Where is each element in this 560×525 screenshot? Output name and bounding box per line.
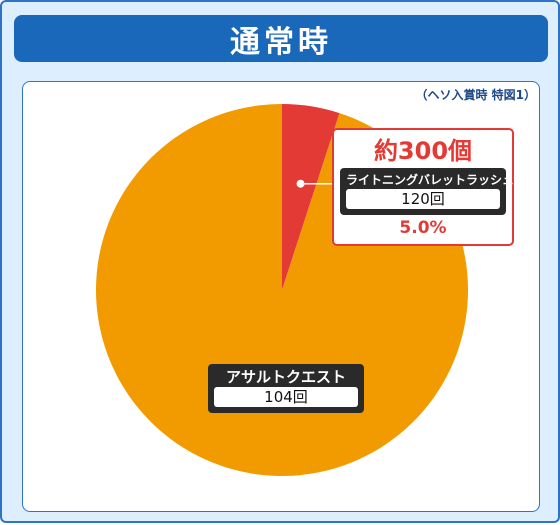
- callout-slice-0: 約300個 ライトニングバレットラッシュ 120回 5.0%: [332, 128, 514, 246]
- slice-1-count-label: 約300個: [236, 333, 336, 361]
- slice-1-games-label: 104回: [214, 387, 358, 407]
- pie-slice-0: [282, 104, 340, 290]
- callout-leader-dot: [296, 179, 305, 188]
- slice-1-percent-label: 95.0%: [256, 416, 316, 436]
- slice-0-count-label: 約300個: [373, 137, 473, 165]
- slice-0-name-box: ライトニングバレットラッシュ 120回: [340, 168, 515, 215]
- slice-0-label: ライトニングバレットラッシュ: [346, 173, 515, 187]
- slice-0-games-label: 120回: [346, 189, 500, 209]
- slice-0-percent-label: 5.0%: [399, 218, 447, 238]
- callout-slice-1: 約300個 アサルトクエスト 104回 95.0%: [202, 332, 370, 439]
- chart-title: 通常時: [230, 24, 332, 60]
- chart-title-bar: 通常時: [14, 15, 548, 62]
- chart-note: （ヘソ入賞時 特図1）: [415, 88, 536, 102]
- slice-1-label: アサルトクエスト: [225, 368, 346, 386]
- slice-1-name-box: アサルトクエスト 104回: [208, 364, 364, 413]
